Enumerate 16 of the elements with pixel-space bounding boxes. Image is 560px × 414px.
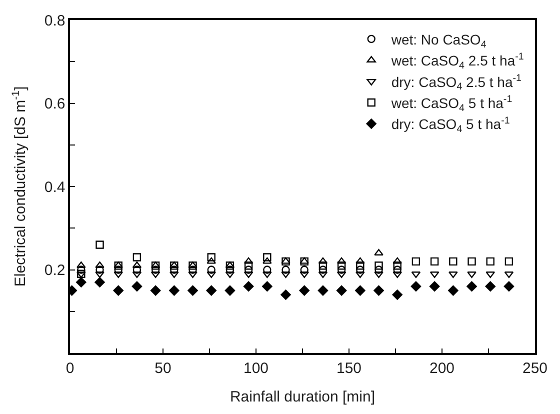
x-tick-label: 0 [66,360,74,377]
y-tick-label: 0.4 [44,178,66,196]
legend-label: wet: CaSO$_{4}$ 5 t ha$^{-1}$ [390,94,512,114]
x-tick-label: 200 [429,360,455,377]
x-tick-label: 250 [522,360,548,377]
legend-label: wet: CaSO$_{4}$ 2.5 t ha$^{-1}$ [390,52,524,72]
y-tick-label: 0.6 [44,96,66,112]
x-tick-label: 100 [243,360,269,377]
legend-label: dry: CaSO$_{4}$ 5 t ha$^{-1}$ [391,115,510,136]
x-tick-label: 150 [336,360,362,377]
legend-label: dry: CaSO$_{4}$ 2.5 t ha$^{-1}$ [391,72,522,93]
y-tick-label: 0.8 [44,12,66,30]
y-tick-label: 0.2 [44,262,66,279]
x-axis-title: Rainfall duration [min] [230,388,376,406]
legend-label: wet: No CaSO$_{4}$ [390,31,487,50]
x-tick-label: 50 [154,360,172,377]
